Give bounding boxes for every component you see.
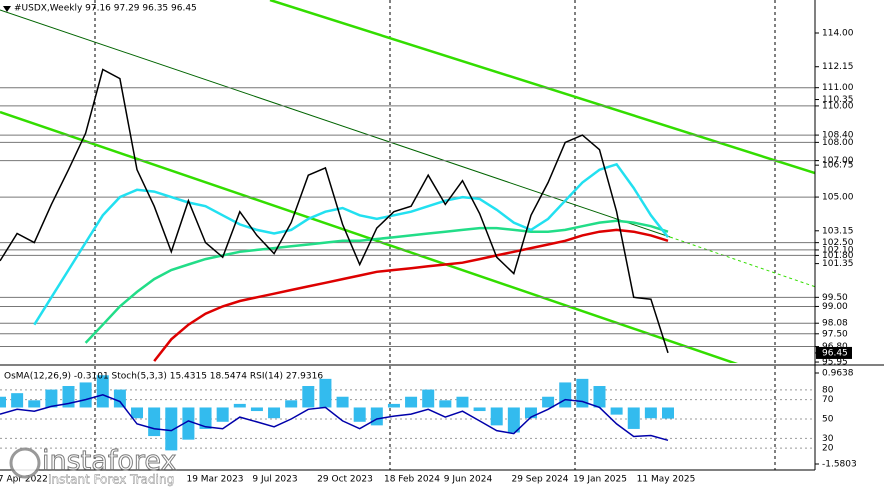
level-tick-label: 70 [822,395,834,405]
osma-bar [610,407,623,415]
chart-header: #USDX,Weekly 97.16 97.29 96.35 96.45 [14,4,197,14]
y-tick-label: 103.15 [822,226,854,236]
x-tick-label: 18 Feb 2024 [384,475,440,485]
x-tick-label: 17 Apr 2022 [0,475,48,485]
y-tick-label: 102.50 [822,238,854,248]
osma-bar [0,396,6,408]
x-tick-label: 29 Oct 2023 [317,475,373,485]
osma-bar [96,375,109,408]
osma-bar [439,400,452,408]
y-tick-label: 112.15 [822,62,854,72]
vertical-separators [94,0,776,470]
osma-bar [422,389,435,408]
y-tick-label: 99.50 [822,293,848,303]
osma-bar [216,407,229,422]
osma-bar [268,407,281,419]
osma-bar [302,386,315,408]
osma-bar [148,407,161,437]
current-price-box [816,346,852,359]
y-tick-label: 95.95 [822,358,848,368]
y-tick-label: 102.10 [822,245,854,255]
osma-bar [507,407,520,433]
osma-bar [405,396,418,408]
osma-bar [131,407,144,419]
level-tick-label: 50 [822,415,834,425]
watermark-brand: instaforex [42,446,176,477]
osma-bar [62,386,75,408]
osma-bar [370,407,383,426]
y-tick-label: 110.00 [822,101,854,111]
osma-bar [113,389,126,408]
osma-bar [593,386,606,408]
osma-bar [627,407,640,429]
osma-bar [250,407,263,412]
osma-bar [387,403,400,408]
osma-bar [11,393,24,408]
y-tick-label: 111.00 [822,83,854,93]
level-tick-label: 80 [822,385,834,395]
y-tick-label: 110.35 [822,95,854,105]
osma-bar [456,396,469,408]
osma-bar [576,378,589,408]
menu-arrow [3,6,11,12]
osma-bar [28,400,41,408]
y-tick-label: 106.75 [822,161,854,171]
osma-bar [490,407,503,426]
osma-tick-label: 0.9638 [822,369,854,379]
osma-bar [199,407,212,429]
ma-slow [153,228,669,362]
osma-bar [182,407,195,440]
osma-bar [165,407,178,451]
y-tick-label: 108.00 [822,138,854,148]
y-tick-label: 114.00 [822,29,854,39]
osma-bar [473,407,486,412]
osma-bar [45,389,58,408]
price-line [0,68,669,354]
osma-bar [336,396,349,408]
rsi-line [0,394,669,442]
osma-bar [353,407,366,422]
osma-bar [542,396,555,408]
osma-bar [319,378,332,408]
y-tick-label: 108.40 [822,131,854,141]
y-tick-label: 101.80 [822,251,854,261]
osma-bar [559,382,572,408]
y-tick-label: 99.00 [822,302,848,312]
x-tick-label: 19 Jan 2025 [573,475,627,485]
osma-bar [285,400,298,408]
osma-tick-label: -1.5803 [822,460,857,470]
ma-fast [33,162,669,326]
y-tick-label: 101.35 [822,259,854,269]
level-tick-label: 30 [822,434,834,444]
osma-bar [524,407,537,419]
watermark-tagline: Instant Forex Trading [48,473,174,487]
x-tick-label: 29 Sep 2024 [511,475,568,485]
y-tick-label: 97.50 [822,329,848,339]
x-tick-label: 9 Jul 2023 [252,475,297,485]
y-tick-label: 98.08 [822,319,848,329]
indicator-header: OsMA(12,26,9) -0.3101 Stoch(5,3,3) 15.43… [4,372,323,382]
y-tick-label: 96.45 [822,348,848,358]
y-tick-label: 107.00 [822,156,854,166]
x-tick-label: 19 Mar 2023 [186,475,243,485]
osma-bar [644,407,657,419]
osma-bar [662,407,674,419]
x-tick-label: 9 Jun 2024 [444,475,493,485]
watermark: instaforex Instant Forex Trading [9,445,177,487]
level-tick-label: 20 [822,444,834,454]
osma-bar [79,382,92,408]
y-tick-label: 105.00 [822,193,854,203]
ma-mid [84,219,669,344]
osma-bar [233,403,246,408]
x-tick-label: 11 May 2025 [637,475,696,485]
